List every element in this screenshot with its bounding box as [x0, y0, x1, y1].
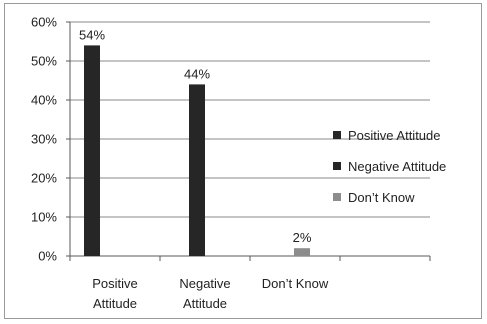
x-category-label: Negative: [179, 276, 230, 291]
legend-label: Positive Attitude: [348, 128, 441, 143]
y-tick-label: 60%: [31, 15, 57, 30]
legend-swatch: [333, 162, 341, 170]
bar: [189, 84, 205, 257]
data-label: 44%: [184, 66, 210, 81]
x-category-label: Don’t Know: [262, 276, 329, 291]
y-tick-label: 50%: [31, 54, 57, 69]
data-label: 2%: [293, 230, 312, 245]
x-category-label: Attitude: [93, 296, 137, 311]
chart-frame: [4, 3, 482, 319]
x-category-label: Attitude: [183, 296, 227, 311]
x-category-label: Positive: [92, 276, 138, 291]
y-tick-label: 0%: [38, 249, 57, 264]
legend-label: Don’t Know: [348, 190, 415, 205]
data-label: 54%: [79, 27, 105, 42]
y-tick-label: 40%: [31, 93, 57, 108]
y-tick-label: 20%: [31, 171, 57, 186]
bar: [84, 45, 100, 257]
legend-swatch: [333, 131, 341, 139]
legend-label: Negative Attitude: [348, 159, 446, 174]
y-tick-label: 10%: [31, 210, 57, 225]
legend-swatch: [333, 193, 341, 201]
y-tick-label: 30%: [31, 132, 57, 147]
bar: [294, 248, 310, 256]
